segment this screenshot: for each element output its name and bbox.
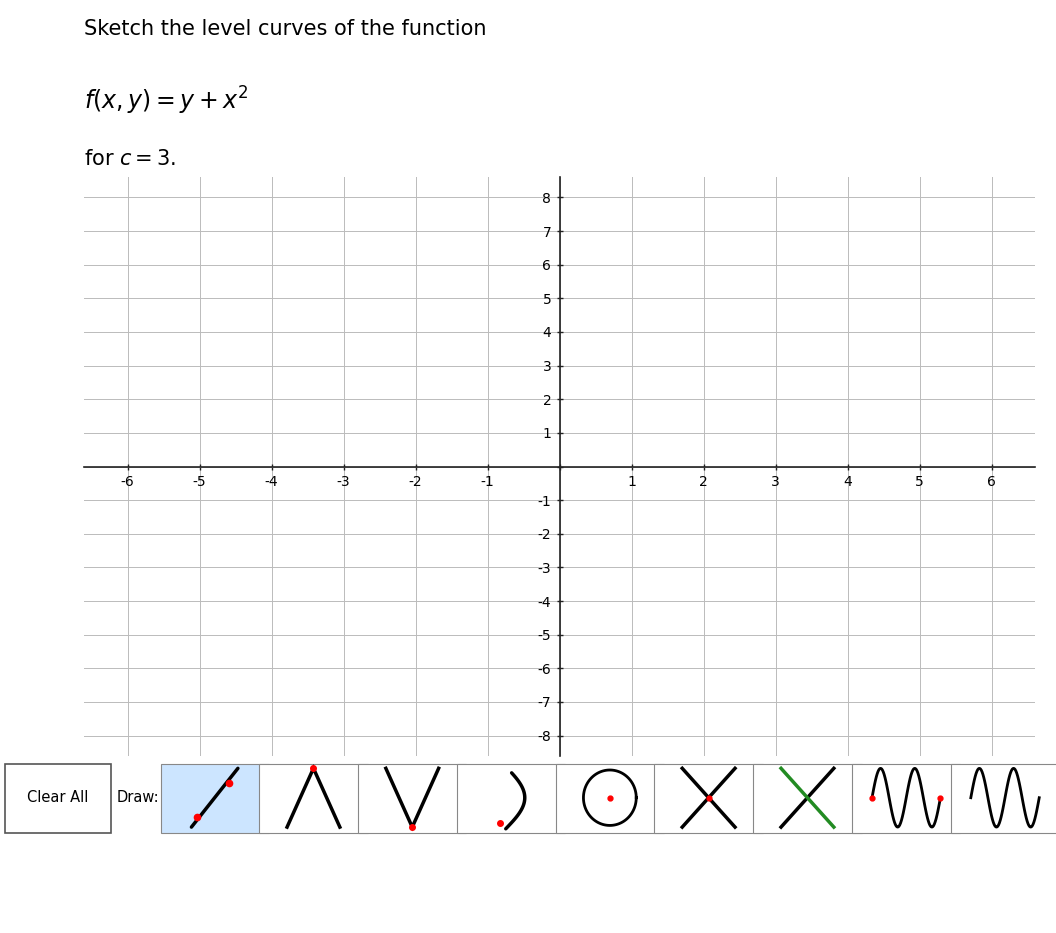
Text: Clear All: Clear All <box>27 790 89 805</box>
FancyBboxPatch shape <box>852 764 960 833</box>
Text: for $c = 3.$: for $c = 3.$ <box>84 148 176 169</box>
Text: Sketch the level curves of the function: Sketch the level curves of the function <box>84 19 487 38</box>
FancyBboxPatch shape <box>161 764 269 833</box>
FancyBboxPatch shape <box>555 764 664 833</box>
Text: Draw:: Draw: <box>116 790 158 805</box>
FancyBboxPatch shape <box>358 764 467 833</box>
FancyBboxPatch shape <box>655 764 762 833</box>
FancyBboxPatch shape <box>753 764 862 833</box>
Text: $f(x, y) = y + x^2$: $f(x, y) = y + x^2$ <box>84 85 249 118</box>
FancyBboxPatch shape <box>950 764 1056 833</box>
FancyBboxPatch shape <box>5 764 111 833</box>
FancyBboxPatch shape <box>457 764 565 833</box>
FancyBboxPatch shape <box>260 764 367 833</box>
